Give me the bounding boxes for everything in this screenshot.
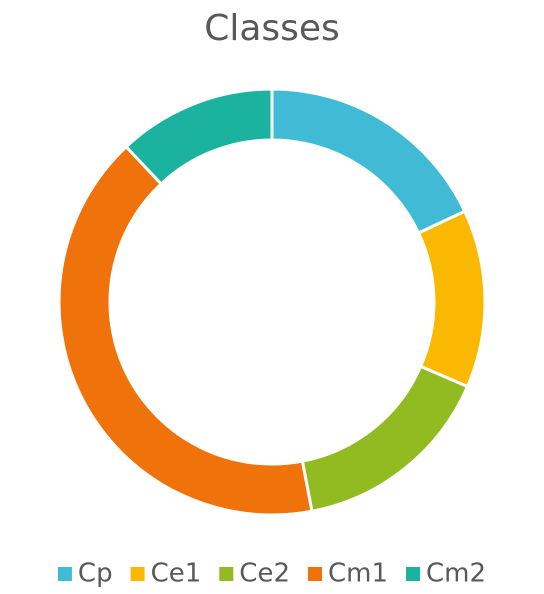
legend-swatch: [308, 567, 323, 581]
legend-label: Cm1: [328, 559, 388, 589]
legend-swatch: [130, 567, 145, 581]
donut-segment: [124, 87, 274, 187]
legend-swatch: [406, 567, 421, 581]
donut-segment: [57, 144, 314, 517]
legend-label: Ce1: [151, 559, 202, 589]
legend-swatch: [219, 567, 234, 581]
legend-label: Ce2: [239, 559, 290, 589]
chart-title: Classes: [204, 8, 340, 49]
legend-label: Cm2: [426, 559, 486, 589]
legend-label: Cp: [78, 559, 113, 589]
legend-swatch: [57, 567, 72, 581]
